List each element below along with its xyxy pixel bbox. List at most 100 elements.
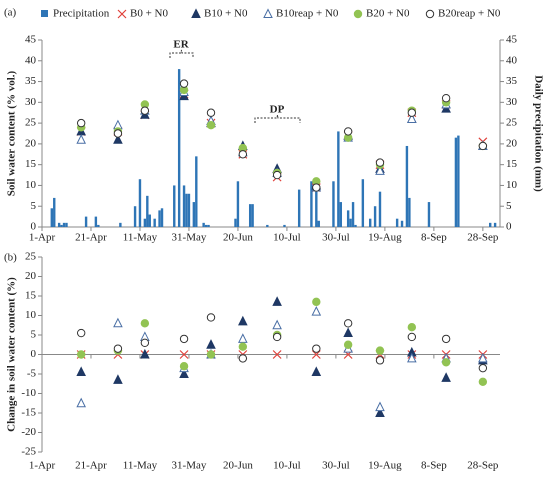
legend-swatch bbox=[191, 8, 201, 18]
y2-tick-label: 20 bbox=[506, 137, 518, 149]
precip-bar bbox=[266, 224, 269, 227]
y-tick-label: 10 bbox=[25, 179, 37, 191]
point bbox=[375, 346, 385, 355]
x-tick-label: 10-Jul bbox=[273, 232, 301, 244]
precip-bar bbox=[373, 206, 377, 227]
legend-swatch bbox=[41, 10, 48, 17]
y2-tick-label: 30 bbox=[506, 96, 518, 108]
point bbox=[343, 327, 353, 338]
point bbox=[343, 127, 353, 136]
legend-label: B20 + N0 bbox=[366, 8, 410, 20]
precip-bar bbox=[251, 204, 254, 227]
precip-bar bbox=[349, 218, 352, 227]
y-tick-label: -10 bbox=[21, 387, 36, 399]
precip-bar bbox=[173, 185, 176, 227]
point bbox=[206, 313, 216, 322]
point bbox=[272, 350, 282, 359]
y2-tick-label: 40 bbox=[506, 54, 518, 66]
point bbox=[76, 366, 86, 377]
precip-bar bbox=[408, 197, 411, 227]
precip-bar bbox=[57, 222, 61, 227]
precip-bar bbox=[207, 224, 210, 227]
point bbox=[238, 315, 248, 326]
point bbox=[206, 108, 216, 117]
y2-tick-label: 0 bbox=[506, 221, 512, 233]
y2-tick-label: 45 bbox=[506, 34, 518, 46]
x-tick-label: 10-Jul bbox=[273, 460, 301, 472]
precip-bar bbox=[138, 179, 142, 227]
point bbox=[441, 372, 451, 382]
point bbox=[312, 183, 321, 192]
legend-swatch bbox=[425, 9, 435, 19]
annotation: DP bbox=[270, 104, 285, 116]
y-tick-label: 5 bbox=[31, 200, 37, 212]
x-tick-label: 11-May bbox=[123, 460, 158, 472]
point bbox=[407, 323, 417, 332]
legend-swatch bbox=[353, 9, 363, 19]
precip-bar bbox=[146, 195, 149, 227]
precip-bar bbox=[182, 185, 186, 227]
point bbox=[272, 170, 282, 180]
x-tick-label: 1-Apr bbox=[29, 460, 56, 472]
precip-bar bbox=[177, 69, 181, 227]
point bbox=[179, 350, 189, 359]
point bbox=[140, 338, 150, 347]
precip-bar bbox=[248, 204, 252, 227]
precip-bar bbox=[53, 197, 56, 227]
y-tick-label: 20 bbox=[25, 137, 37, 149]
legend-label: Precipitation bbox=[53, 8, 110, 20]
x-tick-label: 19-Aug bbox=[368, 460, 402, 472]
legend-label: B20reap + N0 bbox=[438, 8, 501, 20]
point bbox=[407, 332, 417, 342]
point bbox=[375, 356, 385, 365]
point bbox=[140, 348, 150, 359]
precip-bar bbox=[202, 222, 205, 227]
precip-bar bbox=[65, 222, 68, 227]
precip-bar bbox=[427, 202, 431, 227]
y2-axis-label: Daily precipitation (mm) bbox=[532, 75, 544, 192]
precip-bar bbox=[337, 131, 340, 227]
precip-bar bbox=[84, 216, 88, 227]
point bbox=[343, 340, 353, 349]
y2-tick-label: 5 bbox=[506, 200, 512, 212]
precip-bar bbox=[133, 206, 137, 227]
x-tick-label: 20-Jun bbox=[223, 460, 253, 472]
x-tick-label: 21-Apr bbox=[75, 460, 107, 472]
point bbox=[76, 134, 86, 144]
point bbox=[441, 358, 451, 367]
x-tick-label: 31-May bbox=[172, 460, 207, 472]
x-tick-label: 30-Jul bbox=[322, 460, 350, 472]
legend-swatch bbox=[117, 9, 127, 19]
y-tick-label: 15 bbox=[25, 290, 37, 302]
point bbox=[441, 334, 451, 344]
point bbox=[179, 79, 189, 88]
y2-tick-label: 35 bbox=[506, 75, 518, 87]
x-tick-label: 31-May bbox=[172, 232, 207, 244]
precip-bar bbox=[368, 218, 372, 227]
precip-bar bbox=[315, 191, 318, 227]
y-tick-label: 30 bbox=[25, 96, 37, 108]
precip-bar bbox=[50, 208, 53, 227]
precip-bar bbox=[97, 224, 100, 227]
point bbox=[179, 334, 189, 344]
point bbox=[312, 344, 321, 353]
annotation: ER bbox=[173, 39, 189, 51]
precip-bar bbox=[297, 189, 301, 227]
precip-bar bbox=[119, 222, 122, 227]
point bbox=[76, 350, 86, 359]
point bbox=[140, 106, 150, 115]
precip-bar bbox=[60, 224, 63, 227]
precip-bar bbox=[346, 210, 350, 227]
x-tick-label: 21-Apr bbox=[75, 232, 107, 244]
point bbox=[375, 401, 385, 412]
y-tick-label: 15 bbox=[25, 158, 37, 170]
y-tick-label: 20 bbox=[25, 270, 37, 282]
point bbox=[179, 362, 189, 371]
point bbox=[179, 368, 189, 378]
y-tick-label: 0 bbox=[31, 221, 37, 233]
point bbox=[113, 317, 123, 328]
point bbox=[206, 339, 216, 349]
precip-bar bbox=[400, 220, 404, 227]
y-tick-label: 45 bbox=[25, 34, 37, 46]
precip-bar bbox=[153, 218, 156, 227]
